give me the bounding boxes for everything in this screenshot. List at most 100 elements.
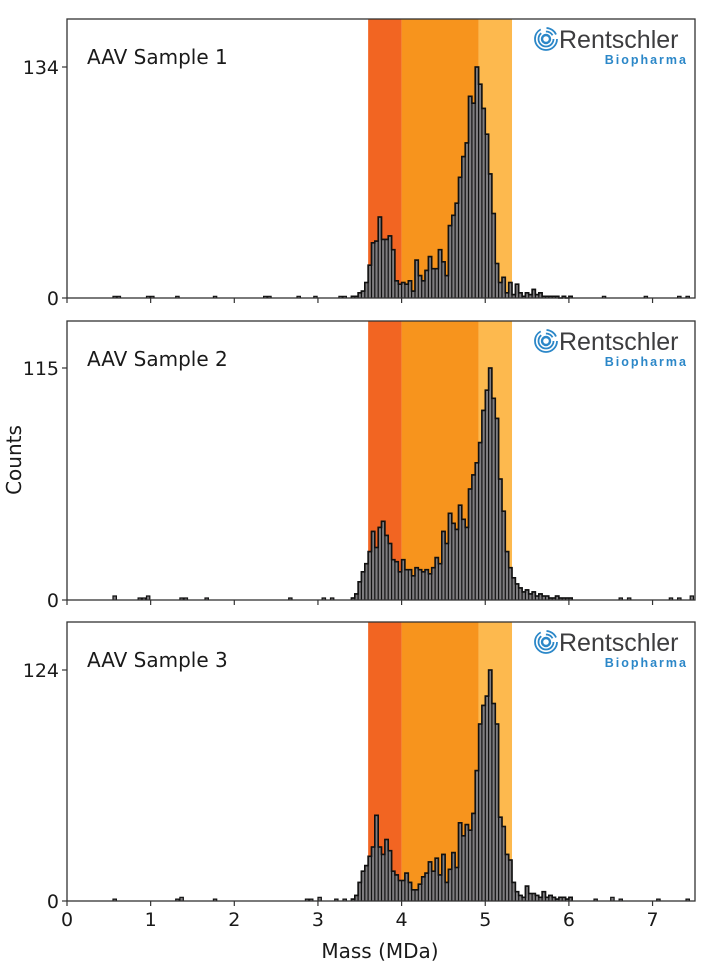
histogram-bar [378,527,382,600]
histogram-bar [593,899,598,901]
logo-subtitle: Biopharma [605,656,688,670]
histogram-bar [404,284,409,298]
logo-name: Rentschler [559,328,679,356]
histogram-bar [448,225,453,298]
histogram-bar [394,561,399,600]
panel-title: AAV Sample 3 [87,648,228,672]
histogram-bar [138,597,142,600]
histogram-bar [458,177,463,298]
histogram-bar [330,597,335,600]
histogram-bar [408,569,413,600]
x-tick-label: 4 [396,909,408,931]
histogram-bar [468,489,473,600]
histogram-bar [428,256,433,298]
histogram-bar [468,96,473,298]
histogram-bar [388,235,392,298]
histogram-bar [421,571,426,600]
histogram-bar [414,889,419,901]
histogram-bar [488,173,493,298]
histogram-bar [627,597,632,600]
histogram-bar [495,263,500,298]
histogram-bar [146,595,151,600]
histogram-bar [384,239,389,298]
histogram-bar [471,813,476,901]
histogram-bar [548,296,553,298]
histogram-bar [354,296,359,298]
histogram-bar [431,268,436,298]
histogram-bar [535,895,540,901]
histogram-bar [619,899,623,901]
histogram-bar [343,899,347,901]
y-tick-label: 124 [23,660,59,682]
histogram-bar [485,696,489,901]
histogram-bar [354,593,359,600]
histogram-bar [686,899,690,901]
histogram-bar [455,529,459,600]
histogram-bar [552,897,556,901]
histogram-bar [408,280,413,298]
histogram-bar [431,567,436,600]
histogram-bar [461,835,466,901]
histogram-bar [538,593,543,600]
histogram-bar [562,897,566,901]
histogram-bar [522,897,526,901]
histogram-bar [313,296,318,298]
x-tick-label: 5 [479,909,491,931]
logo-swirl-icon [534,329,558,353]
histogram-bar [408,882,413,901]
y-tick-label: 0 [47,590,59,612]
histogram-bar [431,871,436,901]
histogram-bar [619,597,623,600]
histogram-bar [512,577,516,600]
panel-title: AAV Sample 1 [87,45,228,69]
histogram-bar [384,839,389,901]
histogram-bar [361,291,366,298]
histogram-bar [438,563,443,600]
histogram-bar [555,296,560,298]
histogram-bar [498,478,503,600]
histogram-bar [562,296,566,298]
histogram-bar [532,591,536,600]
x-tick-label: 1 [145,909,157,931]
histogram-bar [542,296,546,298]
histogram-bar [418,275,423,298]
histogram-bar [568,296,573,298]
histogram-bar [401,282,406,298]
histogram-bar [505,292,510,298]
histogram-bar [391,871,396,901]
histogram-bar [441,531,446,600]
histogram-bar [371,531,376,600]
x-tick-label: 7 [647,909,659,931]
histogram-bar [142,597,147,600]
histogram-bar [565,597,570,600]
histogram-bar [371,846,376,901]
histogram-bar [263,296,268,298]
histogram-bar [558,897,563,901]
x-axis-label: Mass (MDa) [321,939,438,963]
histogram-bar [117,296,121,298]
histogram-bar [368,856,372,901]
histogram-bar [428,573,433,600]
histogram-bar [435,557,439,600]
histogram-bar [481,705,486,901]
histogram-bar [505,854,510,901]
histogram-bar [445,882,449,901]
histogram-bar [414,567,419,600]
histogram-bar [364,282,369,298]
logo-subtitle: Biopharma [605,53,688,67]
histogram-bar [184,597,188,600]
histogram-bar [535,595,540,600]
histogram-bar [461,519,466,600]
x-tick-label: 2 [228,909,240,931]
histogram-outlier-outline [112,669,690,901]
histogram-bar [398,284,402,298]
histogram-bar [388,850,392,901]
histogram-bar [425,873,429,901]
histogram-bar [491,398,496,600]
histogram-bar [425,569,429,600]
histogram-bar [532,893,536,901]
histogram-bar [113,899,117,901]
